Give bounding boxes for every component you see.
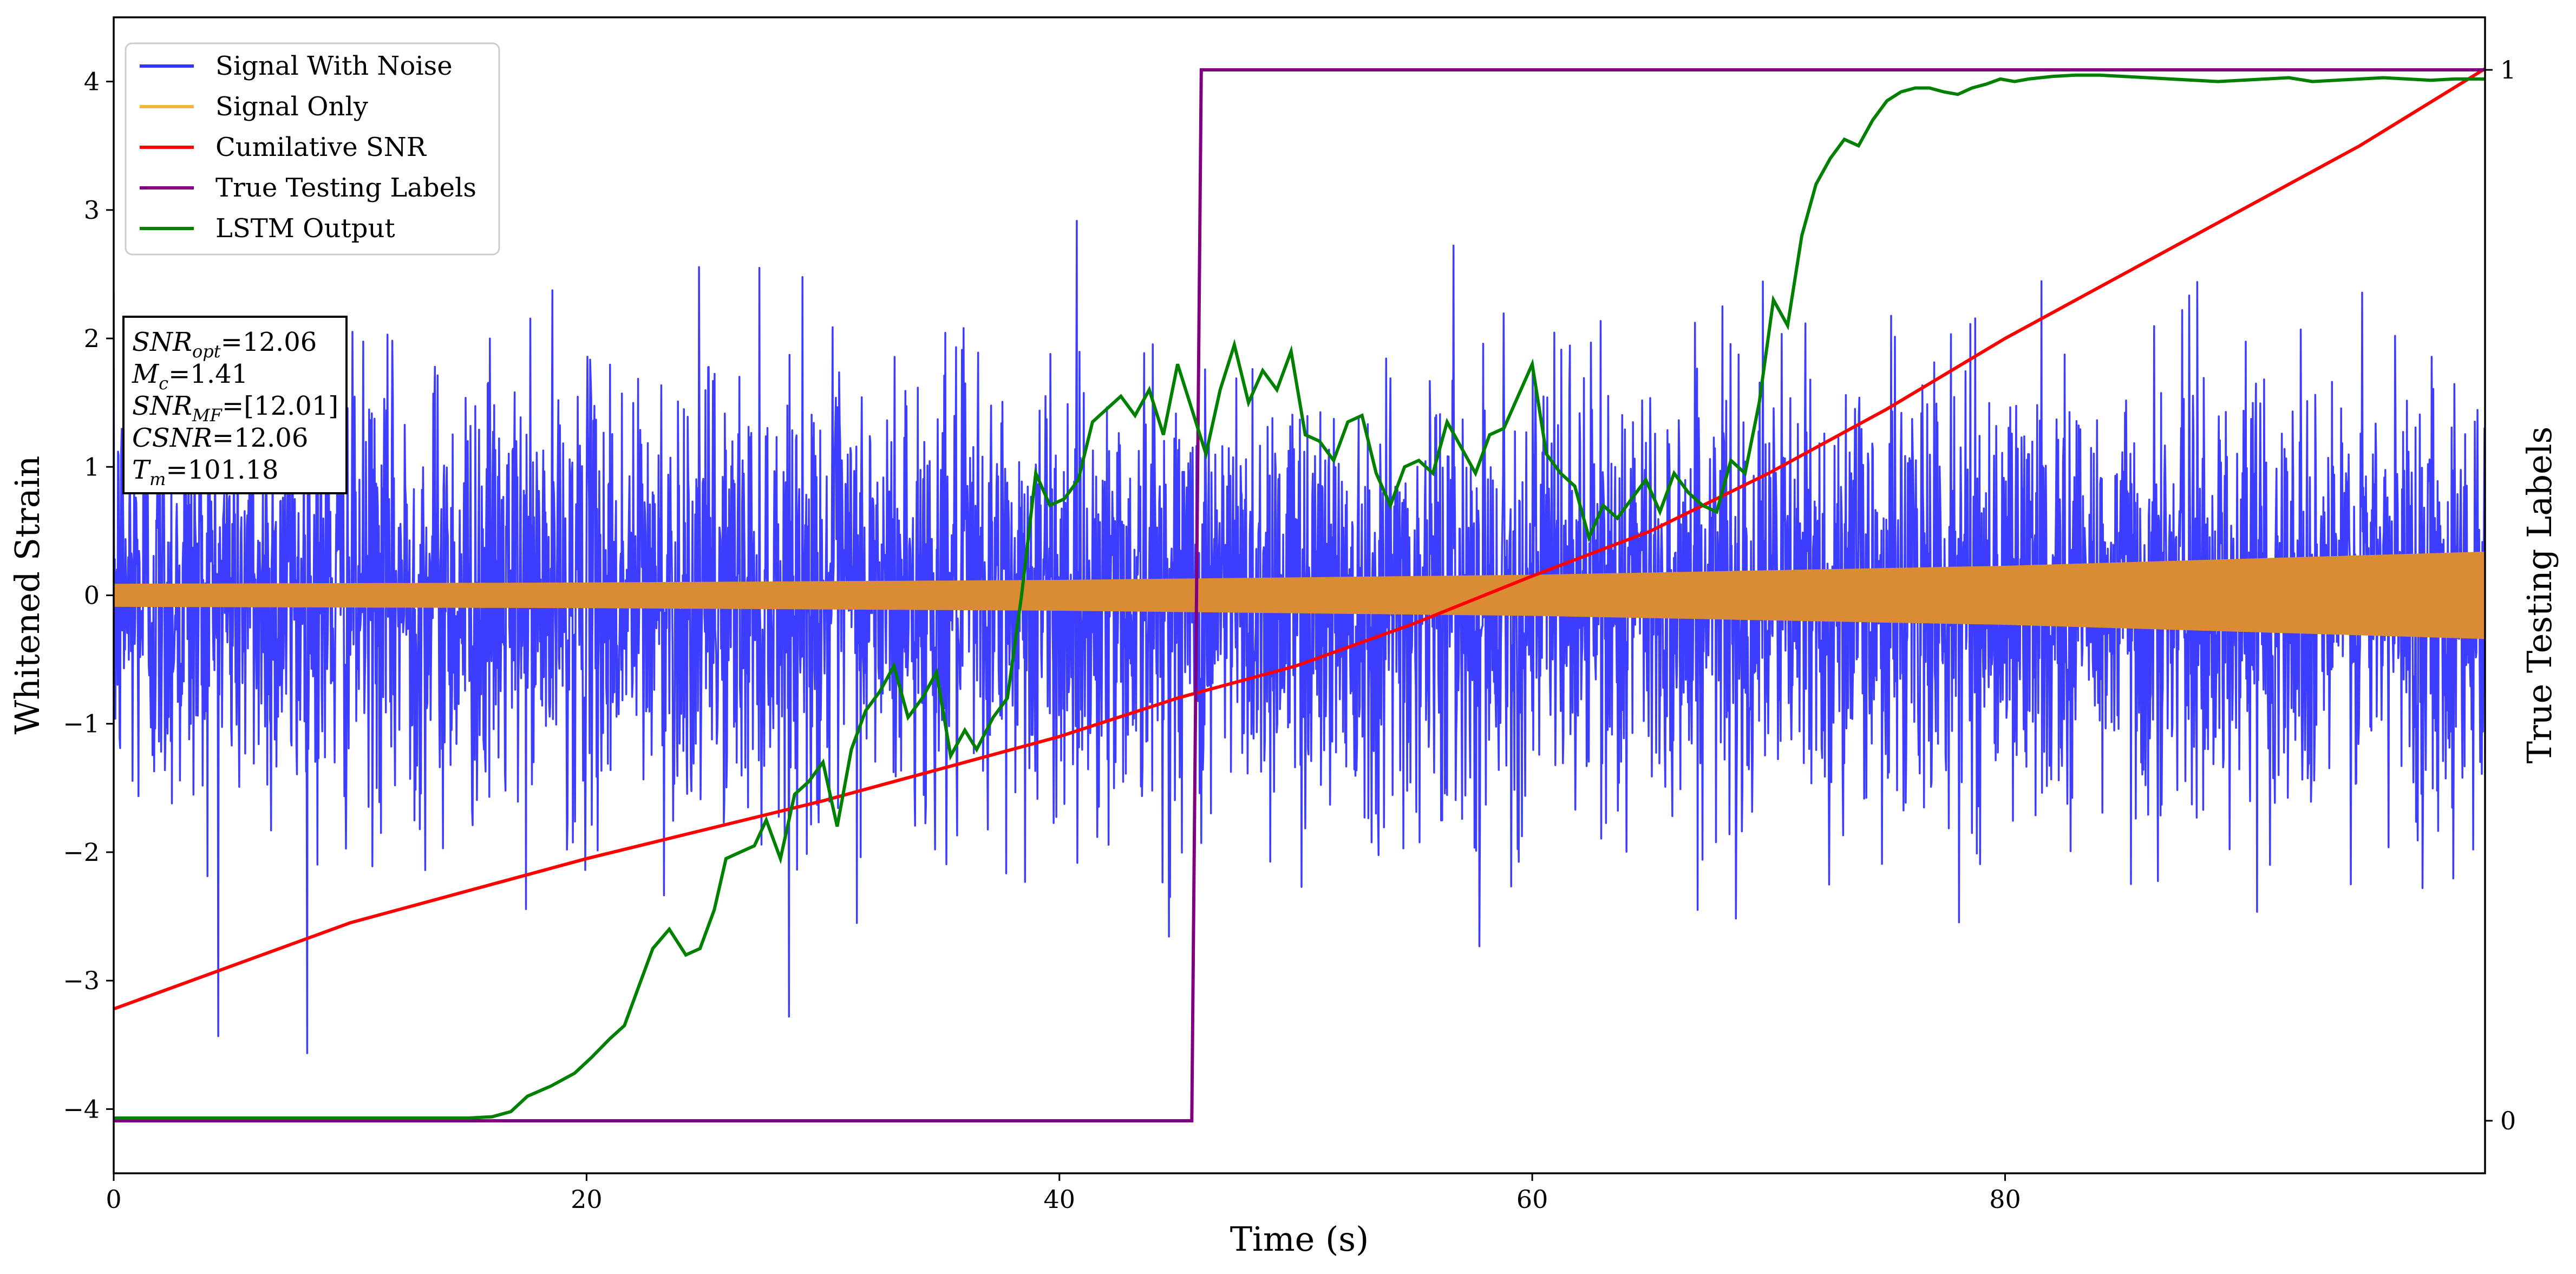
legend: Signal With Noise Signal Only Cumilative… — [125, 42, 500, 256]
annotation-snr-mf: SNRMF=[12.01] — [132, 391, 338, 426]
y-axis-label: Whitened Strain — [8, 456, 47, 735]
series-signal-only — [114, 551, 2485, 639]
plot-area — [114, 67, 2485, 1122]
x-tick-label: 20 — [571, 1185, 603, 1214]
legend-label: Signal Only — [215, 92, 368, 122]
y-tick-label: −1 — [63, 709, 100, 739]
y2-axis-label: True Testing Labels — [2520, 427, 2559, 764]
y2-axis: 01 — [2485, 55, 2516, 1135]
x-tick-label: 60 — [1516, 1185, 1548, 1214]
x-axis: 0 20 40 60 80 — [106, 1173, 2021, 1214]
x-axis-label: Time (s) — [1230, 1219, 1369, 1259]
legend-entry-lstm-output: LSTM Output — [140, 213, 395, 244]
legend-label: LSTM Output — [215, 213, 395, 244]
legend-label: Cumilative SNR — [215, 132, 427, 162]
series-lstm-output — [114, 73, 2485, 1120]
x-tick-label: 80 — [1989, 1185, 2021, 1214]
x-tick-label: 0 — [106, 1185, 121, 1214]
y-tick-label: 0 — [84, 581, 100, 610]
y-tick-label: −4 — [63, 1094, 100, 1123]
y-axis: −4 −3 −2 −1 0 1 2 3 4 — [63, 67, 114, 1123]
y-tick-label: −3 — [63, 966, 100, 995]
y-tick-label: 4 — [84, 67, 100, 96]
y-tick-label: 2 — [84, 324, 100, 353]
annotation-frame — [122, 316, 348, 494]
legend-box — [125, 42, 500, 256]
legend-label: True Testing Labels — [215, 173, 476, 203]
annotation-tm: Tm=101.18 — [132, 455, 279, 489]
series-true-testing-labels — [114, 68, 2485, 1122]
series-cumilative-snr — [114, 67, 2485, 1011]
x-tick-label: 40 — [1043, 1185, 1075, 1214]
annotation-mc: Mc=1.41 — [132, 359, 248, 394]
y2-tick-label: 0 — [2500, 1106, 2516, 1135]
legend-entry-cumilative-snr: Cumilative SNR — [140, 132, 427, 162]
y-tick-label: 1 — [84, 452, 100, 481]
legend-entry-signal-with-noise: Signal With Noise — [140, 51, 453, 81]
annotation-box: SNRopt=12.06 Mc=1.41 SNRMF=[12.01] CSNR=… — [122, 316, 348, 494]
y2-tick-label: 1 — [2500, 55, 2516, 84]
legend-label: Signal With Noise — [215, 51, 453, 81]
y-tick-label: −2 — [63, 838, 100, 867]
annotation-csnr: CSNR=12.06 — [132, 423, 308, 453]
annotation-snr-opt: SNRopt=12.06 — [132, 327, 317, 362]
y-tick-label: 3 — [84, 195, 100, 225]
legend-entry-signal-only: Signal Only — [140, 92, 368, 122]
legend-entry-true-testing-labels: True Testing Labels — [140, 173, 476, 203]
